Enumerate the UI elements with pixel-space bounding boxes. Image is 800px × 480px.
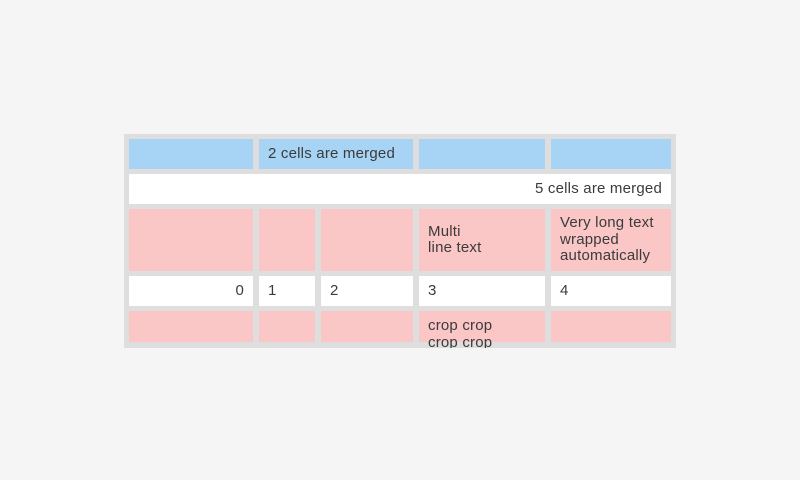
number-cell-3[interactable]: 3 <box>419 276 545 306</box>
pink-cell-3[interactable] <box>321 209 413 271</box>
number-cell-0[interactable]: 0 <box>129 276 253 306</box>
table-widget[interactable]: 2 cells are merged 5 cells are merged Mu… <box>124 134 676 348</box>
wrapped-text-cell[interactable]: Very long text wrapped automatically <box>551 209 671 271</box>
multi-line-text-cell[interactable]: Multi line text <box>419 209 545 271</box>
table-row: 0 1 2 3 4 <box>129 276 671 306</box>
pink-cell-5[interactable] <box>259 311 315 342</box>
number-cell-1[interactable]: 1 <box>259 276 315 306</box>
header-cell-1[interactable] <box>129 139 253 169</box>
pink-cell-1[interactable] <box>129 209 253 271</box>
number-cell-2[interactable]: 2 <box>321 276 413 306</box>
number-cell-4[interactable]: 4 <box>551 276 671 306</box>
table-row: 5 cells are merged <box>129 174 671 204</box>
table-row: crop crop crop crop <box>129 311 671 348</box>
merged-5-cells-cell[interactable]: 5 cells are merged <box>129 174 671 204</box>
pink-cell-6[interactable] <box>321 311 413 342</box>
pink-cell-2[interactable] <box>259 209 315 271</box>
header-cell-4[interactable] <box>419 139 545 169</box>
crop-text-cell[interactable]: crop crop crop crop <box>419 311 545 348</box>
pink-cell-4[interactable] <box>129 311 253 342</box>
table-row: 2 cells are merged <box>129 139 671 169</box>
merged-2-cells-cell[interactable]: 2 cells are merged <box>259 139 413 169</box>
pink-cell-7[interactable] <box>551 311 671 342</box>
table-row: Multi line text Very long text wrapped a… <box>129 209 671 271</box>
header-cell-5[interactable] <box>551 139 671 169</box>
